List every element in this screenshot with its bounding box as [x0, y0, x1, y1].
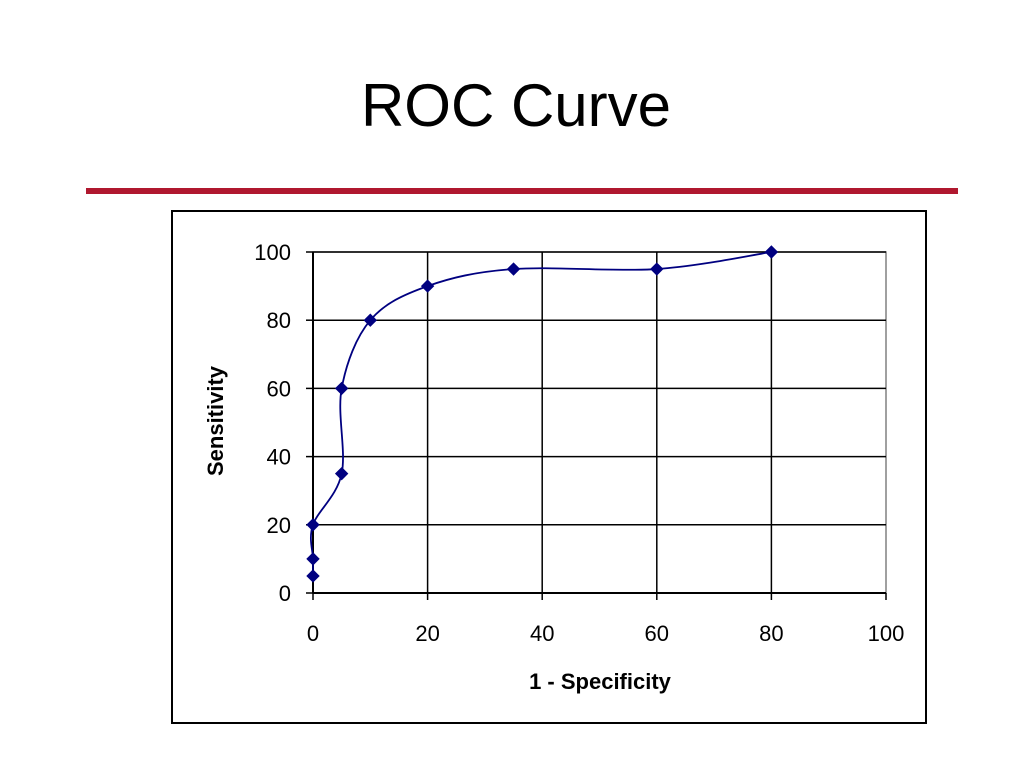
data-point-marker	[334, 466, 349, 481]
data-point-marker	[764, 245, 779, 259]
x-tick-label: 60	[645, 621, 669, 646]
title-divider	[86, 188, 958, 194]
data-point-marker	[306, 518, 320, 532]
data-point-marker	[306, 552, 320, 566]
x-axis-label: 1 - Specificity	[529, 669, 672, 694]
y-tick-label: 0	[279, 581, 291, 606]
plot-area	[312, 251, 887, 594]
data-point-marker	[650, 262, 664, 276]
data-series	[306, 245, 779, 583]
y-axis-label: Sensitivity	[203, 365, 228, 476]
y-tick-label: 80	[267, 308, 291, 333]
tick-labels: 0 20 40 60 80 100 0 20 40 60 80 100	[254, 240, 904, 646]
data-point-marker	[306, 569, 320, 583]
slide-title: ROC Curve	[360, 72, 672, 139]
data-point-marker	[334, 381, 349, 396]
y-tick-label: 100	[254, 240, 291, 265]
y-tick-label: 20	[267, 513, 291, 538]
roc-curve-line	[310, 251, 772, 576]
axis-labels: 1 - Specificity Sensitivity	[203, 365, 672, 694]
y-tick-label: 40	[267, 445, 291, 470]
grid-lines	[312, 251, 887, 594]
data-point-marker	[363, 313, 378, 327]
x-tick-label: 40	[530, 621, 554, 646]
axes	[306, 251, 887, 600]
data-point-marker	[420, 279, 435, 293]
x-tick-label: 80	[759, 621, 783, 646]
x-tick-label: 0	[307, 621, 319, 646]
y-tick-label: 60	[267, 376, 291, 401]
x-tick-label: 20	[415, 621, 439, 646]
data-point-marker	[506, 262, 521, 276]
x-tick-label: 100	[868, 621, 905, 646]
chart-frame	[171, 210, 927, 724]
